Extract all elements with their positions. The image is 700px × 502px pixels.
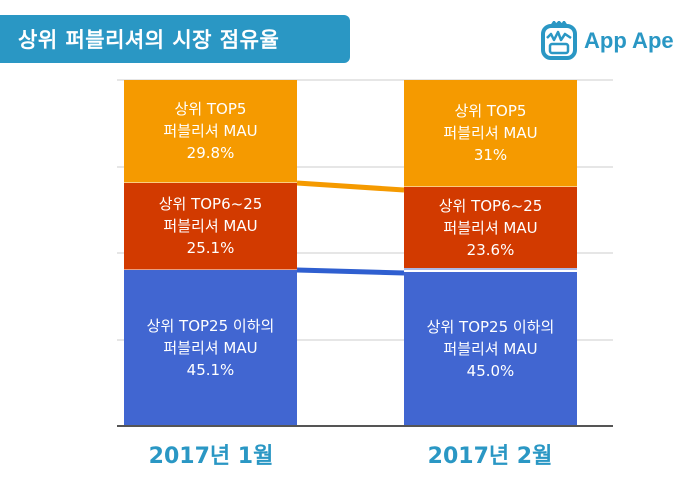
segment-below25: 상위 TOP25 이하의 퍼블리셔 MAU 45.1% — [124, 270, 297, 426]
segment-top6-25: 상위 TOP6~25 퍼블리셔 MAU 25.1% — [124, 183, 297, 270]
connector-top5 — [296, 180, 405, 193]
segment-below25: 상위 TOP25 이하의 퍼블리셔 MAU 45.0% — [404, 272, 577, 426]
logo-text: App Ape — [584, 28, 674, 53]
gridline-100 — [117, 79, 613, 81]
segment-top5: 상위 TOP5 퍼블리셔 MAU 31% — [404, 80, 577, 187]
gridline-25 — [117, 339, 613, 341]
segment-label: 상위 TOP25 이하의 퍼블리셔 MAU 45.0% — [426, 318, 555, 380]
gridline-50 — [117, 252, 613, 254]
segment-label: 상위 TOP5 퍼블리셔 MAU 29.8% — [163, 100, 258, 162]
x-axis-label-feb: 2017년 2월 — [427, 444, 553, 469]
segment-label: 상위 TOP6~25 퍼블리셔 MAU 25.1% — [158, 195, 263, 257]
app-ape-logo: App Ape — [540, 18, 674, 64]
x-axis-label-jan: 2017년 1월 — [148, 444, 274, 469]
segment-top6-25: 상위 TOP6~25 퍼블리셔 MAU 23.6% — [404, 187, 577, 270]
segment-label: 상위 TOP5 퍼블리셔 MAU 31% — [443, 102, 538, 164]
page-title: 상위 퍼블리셔의 시장 점유율 — [0, 15, 350, 63]
page-title-text: 상위 퍼블리셔의 시장 점유율 — [18, 28, 280, 52]
bar-2017-feb: 상위 TOP5 퍼블리셔 MAU 31% 상위 TOP6~25 퍼블리셔 MAU… — [404, 80, 577, 426]
bar-2017-jan: 상위 TOP5 퍼블리셔 MAU 29.8% 상위 TOP6~25 퍼블리셔 M… — [124, 80, 297, 426]
segment-label: 상위 TOP6~25 퍼블리셔 MAU 23.6% — [438, 196, 543, 259]
connector-below25 — [296, 267, 405, 276]
segment-top5: 상위 TOP5 퍼블리셔 MAU 29.8% — [124, 80, 297, 183]
ape-face-icon — [541, 21, 577, 60]
x-axis-baseline — [117, 425, 613, 427]
gridline-75 — [117, 166, 613, 168]
segment-label: 상위 TOP25 이하의 퍼블리셔 MAU 45.1% — [146, 317, 275, 379]
